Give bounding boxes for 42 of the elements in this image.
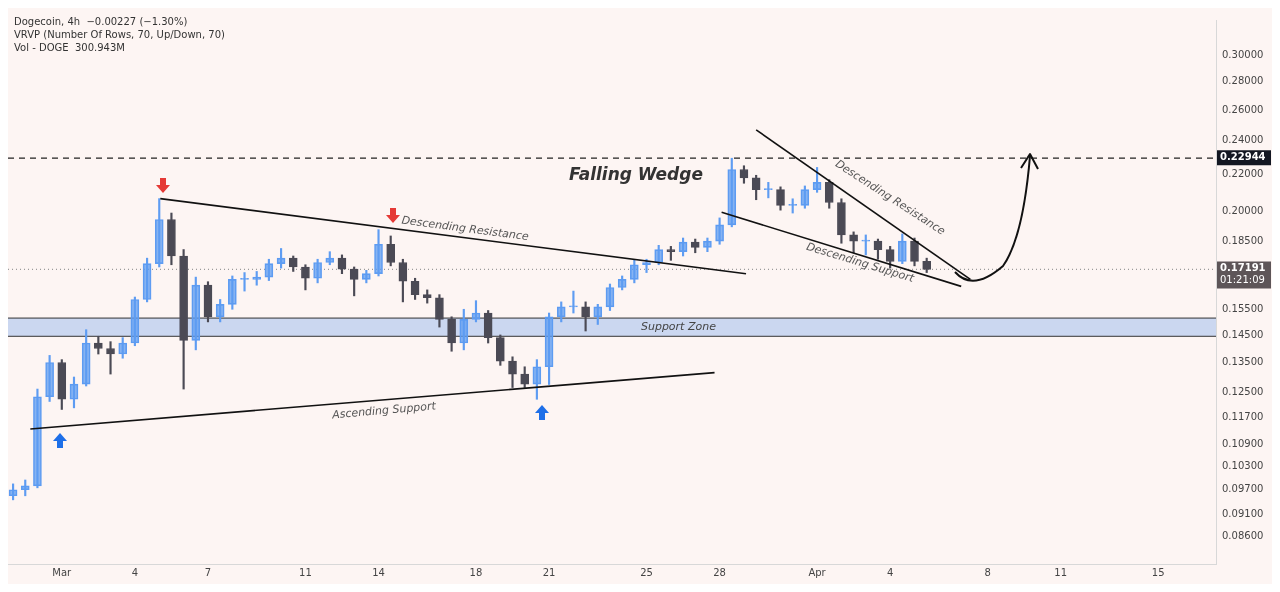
y-tick-label: 0.10900	[1222, 438, 1264, 450]
annotation: Vol - DOGE 300.943M	[14, 41, 125, 53]
x-tick-label: Apr	[808, 566, 827, 578]
y-tick-label: 0.12500	[1222, 385, 1264, 397]
y-tick-label: 0.13500	[1222, 356, 1264, 368]
y-tick-label: 0.09100	[1222, 507, 1264, 519]
x-tick-label: 14	[372, 566, 385, 578]
candlestick	[106, 341, 115, 375]
y-tick-label: 0.08600	[1222, 529, 1264, 541]
x-tick-label: 8	[984, 566, 991, 578]
y-tick-label: 0.14500	[1222, 328, 1264, 340]
x-tick-label: Mar	[52, 566, 73, 578]
x-tick-label: 18	[469, 566, 483, 578]
x-tick-label: 11	[1054, 566, 1068, 578]
annotation: Ascending Support	[330, 399, 437, 422]
y-tick-label: 0.22000	[1222, 168, 1264, 179]
y-tick-label: 0.15500	[1222, 302, 1264, 314]
x-tick-label: 21	[542, 566, 556, 578]
candlestick	[642, 258, 651, 273]
x-tick-label: 28	[713, 566, 726, 578]
annotation: Falling Wedge	[569, 164, 703, 185]
y-tick-label: 0.09700	[1222, 483, 1264, 495]
y-tick-label: 0.30000	[1222, 48, 1264, 60]
y-tick-label: 0.24000	[1222, 134, 1264, 146]
band-label: Support Zone	[640, 320, 717, 334]
y-tick-label: 0.26000	[1222, 103, 1264, 115]
x-tick-label: 15	[1151, 566, 1165, 578]
chart-title: Dogecoin, 4h −0.00227 (−1.30%)	[14, 15, 188, 27]
ref-line-label: 0.22944	[1220, 150, 1266, 162]
y-tick-label: 0.28000	[1222, 75, 1264, 87]
x-tick-label: 25	[640, 566, 653, 578]
ref-line-label: 0.17191 01:21:09	[1220, 261, 1266, 285]
y-tick-label: 0.10300	[1222, 460, 1264, 472]
x-tick-label: 7	[204, 566, 212, 578]
annotation: VRVP (Number Of Rows, 70, Up/Down, 70)	[14, 28, 226, 40]
y-tick-label: 0.20000	[1222, 204, 1264, 216]
x-tick-label: 4	[886, 566, 894, 578]
candlestick	[569, 290, 578, 314]
x-tick-label: 11	[299, 566, 312, 578]
y-tick-label: 0.18500	[1222, 234, 1264, 246]
y-tick-label: 0.11700	[1222, 411, 1264, 423]
x-tick-label: 4	[131, 566, 139, 578]
